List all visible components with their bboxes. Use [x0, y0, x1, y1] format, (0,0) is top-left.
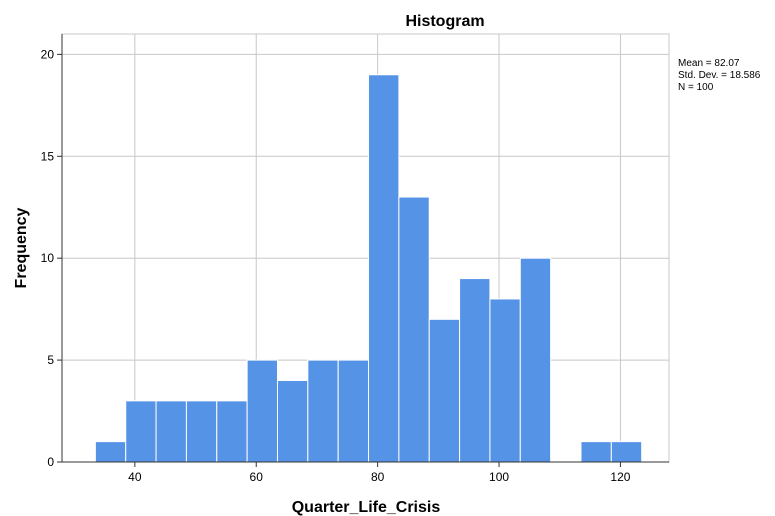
y-tick-label: 15 [41, 149, 55, 163]
x-axis-label: Quarter_Life_Crisis [292, 499, 441, 516]
histogram-bar [489, 298, 521, 463]
histogram-bar [246, 359, 278, 463]
stat-std-dev: Std. Dev. = 18.586 [678, 70, 761, 81]
y-tick-label: 10 [41, 251, 55, 265]
histogram-bar [125, 400, 157, 463]
bars [94, 74, 643, 463]
y-tick-label: 20 [41, 47, 55, 61]
histogram-bar [185, 400, 218, 463]
histogram-bar [428, 318, 461, 463]
stat-n: N = 100 [678, 82, 714, 93]
histogram-bar [216, 400, 248, 463]
stat-mean: Mean = 82.07 [678, 58, 740, 69]
x-tick-label: 80 [371, 470, 385, 484]
x-tick-label: 120 [610, 470, 630, 484]
histogram-bar [155, 400, 187, 463]
histogram-bar [337, 359, 370, 463]
chart-title: Histogram [405, 13, 484, 30]
y-axis-label: Frequency [13, 207, 30, 288]
histogram-bar [368, 74, 400, 463]
histogram-bar [610, 441, 643, 463]
histogram-bar [398, 196, 430, 463]
histogram-bar [94, 441, 127, 463]
histogram-bar [307, 359, 339, 463]
tick-labels: 40 60 80 100 120 0 5 10 15 20 [41, 47, 631, 484]
x-tick-label: 40 [128, 470, 142, 484]
y-tick-label: 0 [47, 455, 54, 469]
histogram-bar [276, 379, 309, 463]
histogram-bar [519, 257, 552, 463]
histogram-bar [459, 278, 491, 463]
y-tick-label: 5 [47, 353, 54, 367]
axes [57, 34, 669, 467]
histogram-bar [580, 441, 612, 463]
x-tick-label: 100 [489, 470, 509, 484]
statistics-legend: Mean = 82.07 Std. Dev. = 18.586 N = 100 [678, 58, 761, 93]
x-tick-label: 60 [250, 470, 264, 484]
